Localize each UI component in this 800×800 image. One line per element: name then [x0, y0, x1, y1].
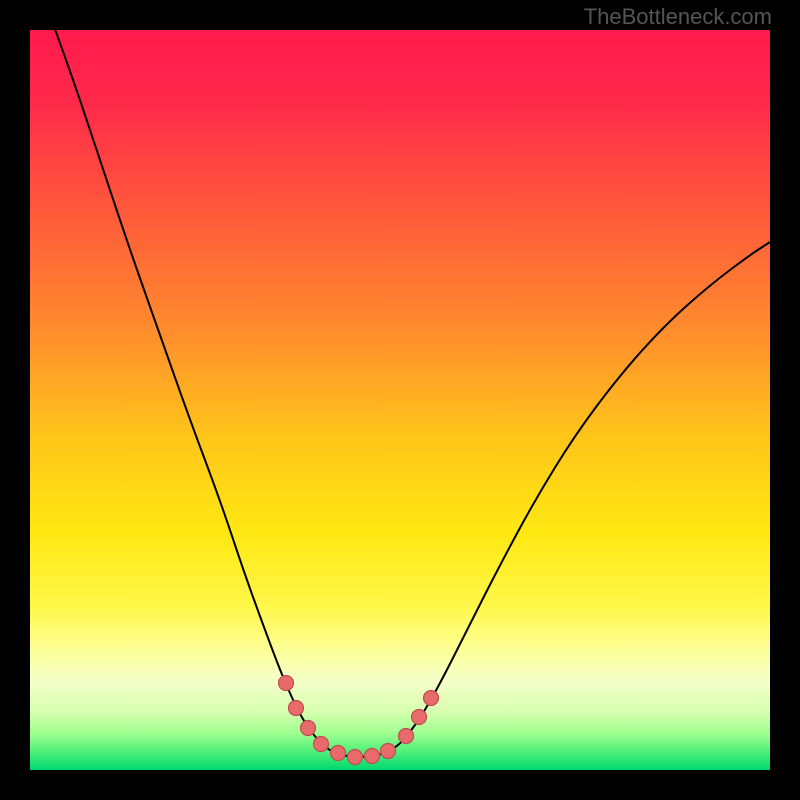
watermark-text: TheBottleneck.com: [584, 4, 772, 30]
chart-border: [0, 0, 800, 800]
